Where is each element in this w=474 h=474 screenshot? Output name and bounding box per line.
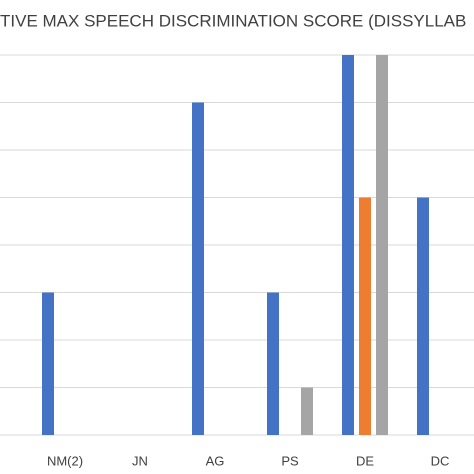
x-tick-label: AG <box>206 453 225 468</box>
x-tick-label: JN <box>132 453 148 468</box>
x-tick-label: DC <box>431 453 450 468</box>
bar <box>42 292 54 435</box>
x-tick-label: NM(2) <box>47 453 83 468</box>
bar <box>301 387 313 435</box>
chart-title: TIVE MAX SPEECH DISCRIMINATION SCORE (DI… <box>0 11 466 30</box>
bar <box>359 197 371 435</box>
bar <box>192 102 204 435</box>
x-tick-label: PS <box>281 453 299 468</box>
bar <box>417 197 429 435</box>
bar <box>376 55 388 435</box>
x-tick-label: DE <box>356 453 374 468</box>
bar <box>267 292 279 435</box>
bar <box>342 55 354 435</box>
